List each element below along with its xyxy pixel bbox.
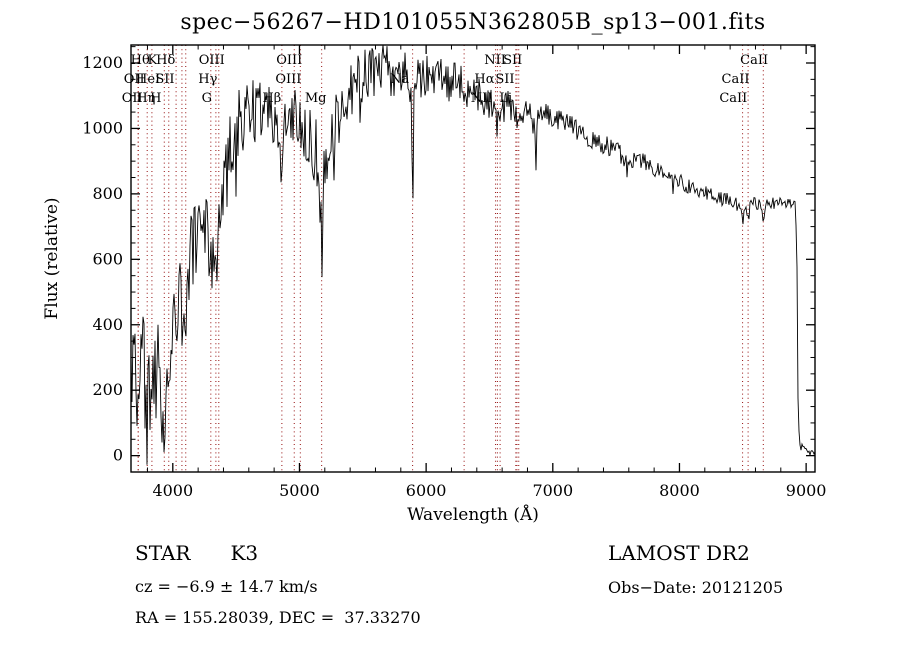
x-tick-label: 9000 (786, 481, 827, 500)
spectral-line-label: NII (471, 91, 493, 106)
chart-title: spec−56267−HD101055N362805B_sp13−001.fit… (180, 10, 766, 35)
y-tick-label: 1200 (82, 53, 123, 72)
spectral-line-label: OII (122, 91, 143, 106)
y-tick-label: 600 (92, 249, 123, 268)
x-tick-label: 4000 (152, 481, 193, 500)
footer-class-row: STAR K3 (135, 541, 258, 565)
spectral-line-label: Hγ (198, 72, 217, 87)
spectral-line-label: Hα (474, 72, 494, 87)
footer-class-label: STAR (135, 541, 191, 565)
spectral-line-label: OIII (199, 53, 225, 68)
spectral-line-label: HeI (136, 72, 160, 87)
spectrum-plot: 4000 5000 6000 7000 8000 9000 0 200 400 600 800 100… (42, 44, 827, 525)
spectral-line-label: Hβ (262, 91, 281, 106)
x-tick-label: 6000 (406, 481, 447, 500)
footer-obsdate-line: Obs−Date: 20121205 (608, 578, 784, 597)
spectral-line-label: Hθ (131, 53, 150, 68)
y-tick-label: 1000 (82, 118, 123, 137)
spectrum-path (130, 45, 816, 465)
x-tick-label: 7000 (532, 481, 573, 500)
x-tick-label: 5000 (279, 481, 320, 500)
spectral-line-label: Mg (305, 91, 327, 106)
spectral-line-label: Hδ (156, 53, 175, 68)
spectral-line-label: NII (484, 53, 506, 68)
y-tick-label: 200 (92, 380, 123, 399)
footer-subclass-label: K3 (230, 541, 259, 565)
footer-survey-label: LAMOST DR2 (608, 541, 750, 565)
spectral-line-label: SII (503, 53, 522, 68)
spectral-line-label: CaII (722, 72, 750, 87)
x-tick-label: 8000 (659, 481, 700, 500)
spectral-line-label: CaII (719, 91, 747, 106)
spectral-line-label: SII (495, 72, 514, 87)
spectral-line-label: OIII (275, 72, 301, 87)
y-tick-label: 400 (92, 315, 123, 334)
footer-cz-line: cz = −6.9 ± 14.7 km/s (135, 577, 318, 596)
x-axis-label: Wavelength (Å) (407, 504, 539, 525)
y-tick-label: 0 (113, 446, 123, 465)
spectral-line-label: Li (499, 91, 512, 106)
plot-frame (130, 44, 816, 473)
spectral-line-label: H (150, 91, 161, 106)
spectral-line-label: Hη (136, 91, 155, 106)
spectral-line-label: OII (124, 72, 145, 87)
spectral-line-label: Na (390, 72, 409, 87)
spectral-line-label: OIII (276, 53, 302, 68)
y-tick-label: 800 (92, 184, 123, 203)
spectral-line-label: K (147, 53, 157, 68)
spectral-line-label: CaII (740, 53, 768, 68)
spectral-line-label: G (202, 91, 212, 106)
y-axis-label: Flux (relative) (42, 197, 62, 319)
spectral-line-label: SII (155, 72, 174, 87)
footer-coords-line: RA = 155.28039, DEC = 37.33270 (135, 608, 421, 627)
